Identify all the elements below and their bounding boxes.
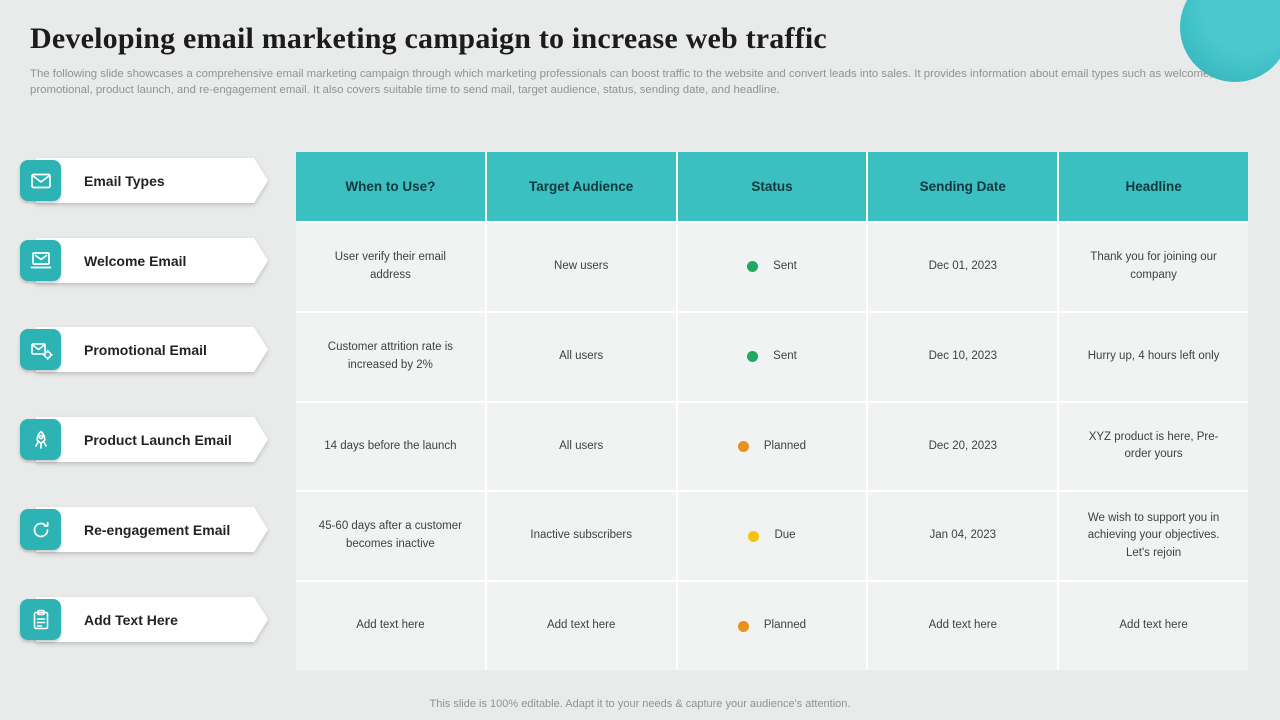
status-label: Sent — [773, 259, 797, 272]
cell-when-to-use: Add text here — [296, 582, 485, 670]
cell-when-to-use: User verify their email address — [296, 223, 485, 311]
cell-target-audience: Add text here — [486, 582, 676, 670]
editable-note: This slide is 100% editable. Adapt it to… — [429, 698, 851, 710]
cell-status: Sent — [677, 223, 867, 311]
cell-status: Sent — [677, 312, 867, 401]
product-launch-icon — [20, 419, 61, 460]
cell-sending-date: Dec 01, 2023 — [868, 223, 1058, 311]
cell-status: Planned — [677, 402, 867, 491]
cell-status: Due — [677, 492, 867, 581]
cell-sending-date: Dec 20, 2023 — [868, 402, 1058, 491]
status-dot — [747, 351, 759, 363]
cell-when-to-use: Customer attrition rate is increased by … — [296, 312, 485, 401]
sidebar-item-label: Welcome Email — [36, 238, 268, 283]
cell-status: Planned — [677, 582, 867, 670]
sidebar-item-welcome-email: Welcome Email — [20, 238, 268, 283]
sidebar-item-product-launch-email: Product Launch Email — [20, 417, 268, 462]
sidebar-item-email-types: Email Types — [20, 158, 268, 203]
column-header-when-to-use: When to Use? — [296, 152, 485, 221]
cell-target-audience: Inactive subscribers — [486, 492, 676, 581]
status-label: Planned — [763, 619, 807, 632]
sidebar-item-re-engagement-email: Re-engagement Email — [20, 507, 268, 552]
cell-headline: We wish to support you in achieving your… — [1059, 492, 1248, 581]
page-subtitle: The following slide showcases a comprehe… — [30, 68, 1213, 96]
promotional-email-icon — [20, 329, 61, 370]
sidebar-item-label: Product Launch Email — [36, 417, 268, 462]
sidebar-item-label: Promotional Email — [36, 327, 268, 372]
cell-when-to-use: 14 days before the launch — [296, 402, 485, 491]
sidebar-item-promotional-email: Promotional Email — [20, 327, 268, 372]
status-dot — [737, 620, 749, 632]
cell-sending-date: Jan 04, 2023 — [868, 492, 1058, 581]
clipboard-icon — [20, 599, 61, 640]
column-header-target-audience: Target Audience — [486, 152, 676, 221]
cell-headline: Add text here — [1059, 582, 1248, 670]
cell-when-to-use: 45-60 days after a customer becomes inac… — [296, 492, 485, 581]
status-label: Sent — [773, 349, 797, 362]
cell-target-audience: All users — [486, 312, 676, 401]
cell-sending-date: Add text here — [868, 582, 1058, 670]
email-campaign-table: When to Use? Target Audience Status Send… — [296, 152, 1248, 670]
cell-headline: Hurry up, 4 hours left only — [1059, 312, 1248, 401]
cell-sending-date: Dec 10, 2023 — [868, 312, 1058, 401]
page-title: Developing email marketing campaign to i… — [30, 22, 827, 55]
re-engagement-icon — [20, 509, 61, 550]
column-header-status: Status — [677, 152, 867, 221]
status-label: Due — [774, 529, 796, 542]
column-header-headline: Headline — [1059, 152, 1248, 221]
status-dot — [748, 530, 760, 542]
envelope-icon — [20, 160, 61, 201]
cell-target-audience: All users — [486, 402, 676, 491]
status-label: Planned — [763, 439, 807, 452]
status-dot — [737, 440, 749, 452]
cell-target-audience: New users — [486, 223, 676, 311]
column-header-sending-date: Sending Date — [868, 152, 1058, 221]
sidebar-item-label: Re-engagement Email — [36, 507, 268, 552]
sidebar-item-label: Email Types — [36, 158, 268, 203]
sidebar-item-label: Add Text Here — [36, 597, 268, 642]
status-dot — [747, 261, 759, 273]
sidebar-item-add-text: Add Text Here — [20, 597, 268, 642]
cell-headline: Thank you for joining our company — [1059, 223, 1248, 311]
cell-headline: XYZ product is here, Pre-order yours — [1059, 402, 1248, 491]
welcome-email-icon — [20, 240, 61, 281]
